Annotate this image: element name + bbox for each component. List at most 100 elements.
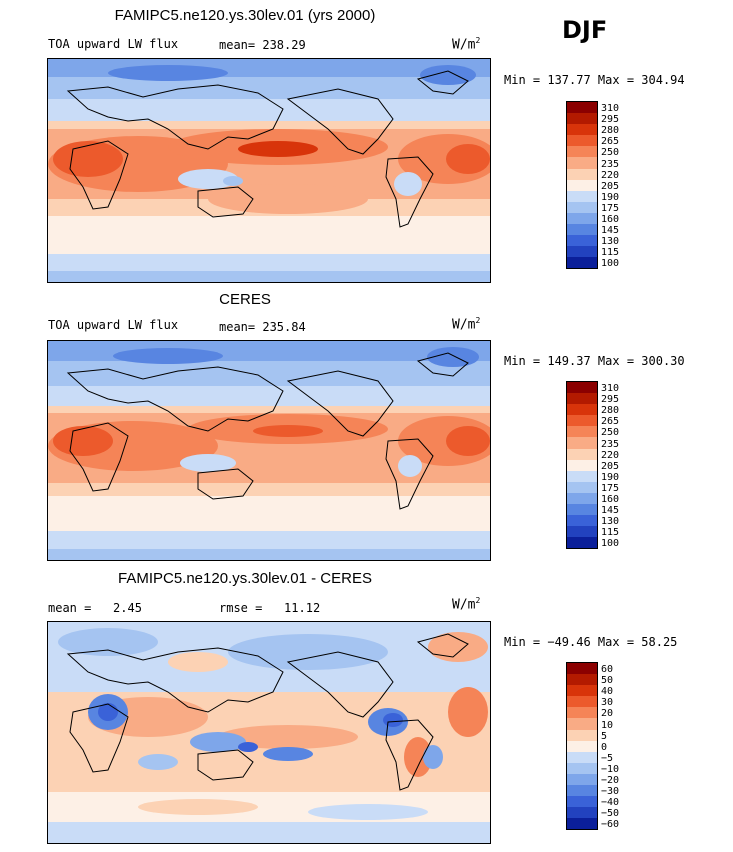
colorbar-swatch (567, 382, 597, 394)
colorbar-swatch (567, 212, 597, 225)
colorbar-swatch (567, 663, 597, 675)
colorbar-swatch (567, 762, 597, 774)
panel-3-mean-label: mean = 2.45 (48, 601, 142, 615)
panel-3-map (47, 621, 491, 844)
colorbar-label: 265 (601, 416, 620, 428)
colorbar-swatch (567, 504, 597, 516)
panel-1-units: W/m2 (452, 36, 481, 53)
colorbar-swatch (567, 470, 597, 482)
colorbar-label: 10 (601, 719, 614, 731)
panel-2-mean-label: mean= 235.84 (219, 320, 306, 334)
colorbar-label: 295 (601, 394, 620, 406)
colorbar-label: 100 (601, 258, 620, 270)
colorbar-label: 160 (601, 214, 620, 225)
panel-2-variable-label: TOA upward LW flux (48, 318, 179, 332)
colorbar-swatch (567, 235, 597, 247)
colorbar-label: 5 (601, 730, 608, 742)
colorbar-label: −30 (601, 786, 620, 798)
panel-2-title: CERES (219, 291, 271, 308)
colorbar-label: 130 (601, 516, 620, 528)
colorbar-swatch (567, 146, 597, 158)
panel-1-map (47, 58, 491, 283)
colorbar-swatch (567, 201, 597, 213)
colorbar-label: 220 (601, 169, 620, 181)
colorbar-label: 220 (601, 449, 620, 461)
colorbar-swatch (567, 492, 597, 505)
colorbar-label: 280 (601, 125, 620, 137)
colorbar-swatch (567, 404, 597, 416)
colorbar-swatch (567, 729, 597, 741)
colorbar-swatch (567, 448, 597, 460)
colorbar-swatch (567, 696, 597, 708)
colorbar-swatch (567, 773, 597, 786)
panel-2-min-max: Min = 149.37 Max = 300.30 (504, 354, 685, 368)
panel-1-title: FAMIPC5.ne120.ys.30lev.01 (yrs 2000) (114, 7, 376, 24)
colorbar-label: −5 (601, 752, 614, 764)
colorbar-swatch (567, 515, 597, 527)
colorbar-swatch (567, 393, 597, 405)
colorbar-swatch (567, 785, 597, 797)
colorbar-swatch (567, 818, 597, 830)
colorbar-label: 205 (601, 180, 620, 192)
colorbar-label: 115 (601, 247, 620, 259)
colorbar-label: 0 (601, 741, 608, 753)
colorbar-label: 190 (601, 191, 620, 203)
colorbar-swatch (567, 751, 597, 763)
colorbar-swatch (567, 740, 597, 752)
colorbar-swatch (567, 707, 597, 719)
colorbar-label: 30 (601, 697, 614, 709)
colorbar-swatch (567, 807, 597, 819)
panel-3-map-svg (48, 622, 490, 843)
panel-3-title: FAMIPC5.ne120.ys.30lev.01 - CERES (117, 570, 372, 587)
panel-2-units: W/m2 (452, 316, 481, 333)
colorbar-label: 145 (601, 505, 620, 517)
colorbar-label: 115 (601, 527, 620, 539)
colorbar-label: 190 (601, 471, 620, 483)
colorbar-label: −20 (601, 775, 620, 786)
colorbar-swatch (567, 246, 597, 258)
colorbar-label: 175 (601, 202, 620, 214)
colorbar-swatch (567, 135, 597, 147)
colorbar-swatch (567, 190, 597, 202)
colorbar-swatch (567, 526, 597, 538)
colorbar-swatch (567, 537, 597, 549)
colorbar-label: 145 (601, 225, 620, 237)
colorbar-label: −10 (601, 763, 620, 775)
colorbar-label: 205 (601, 460, 620, 472)
colorbar-swatch (567, 257, 597, 269)
colorbar-label: 295 (601, 114, 620, 126)
panel-2-map (47, 340, 491, 561)
colorbar-swatch (567, 179, 597, 191)
season-label: DJF (562, 16, 608, 44)
colorbar-label: 280 (601, 405, 620, 417)
colorbar-label: 100 (601, 538, 620, 550)
colorbar-label: 130 (601, 236, 620, 248)
colorbar-swatch (567, 796, 597, 808)
colorbar-label: 160 (601, 494, 620, 505)
colorbar-label: −60 (601, 819, 620, 831)
colorbar-swatch (567, 102, 597, 114)
colorbar-label: 235 (601, 438, 620, 450)
colorbar-swatch (567, 685, 597, 697)
panel-1-colorbar (566, 101, 598, 270)
colorbar-label: 235 (601, 158, 620, 170)
panel-1-map-svg (48, 59, 490, 282)
colorbar-label: 250 (601, 427, 620, 439)
panel-3-min-max: Min = −49.46 Max = 58.25 (504, 635, 678, 649)
panel-1-variable-label: TOA upward LW flux (48, 37, 179, 51)
panel-1-mean-label: mean= 238.29 (219, 38, 306, 52)
colorbar-label: 175 (601, 482, 620, 494)
panel-2-colorbar (566, 381, 598, 550)
colorbar-label: 310 (601, 103, 620, 114)
colorbar-swatch (567, 113, 597, 125)
colorbar-swatch (567, 157, 597, 169)
colorbar-label: 250 (601, 147, 620, 159)
colorbar-label: 40 (601, 686, 614, 698)
colorbar-swatch (567, 124, 597, 136)
colorbar-label: 20 (601, 708, 614, 720)
colorbar-swatch (567, 437, 597, 449)
colorbar-label: 265 (601, 136, 620, 148)
colorbar-swatch (567, 168, 597, 180)
panel-1-min-max: Min = 137.77 Max = 304.94 (504, 73, 685, 87)
colorbar-label: 50 (601, 675, 614, 687)
